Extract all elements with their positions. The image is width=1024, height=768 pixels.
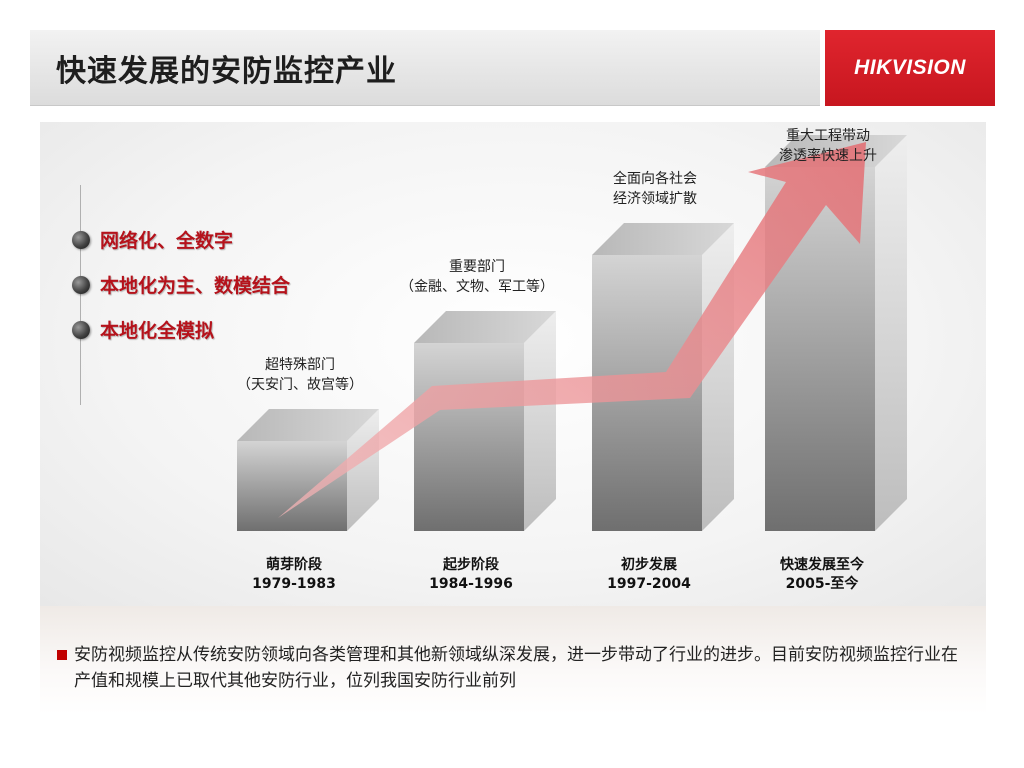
bullet-dot-icon: [72, 230, 90, 249]
category-period-label: 1997-2004: [607, 576, 691, 592]
category-label: 萌芽阶段: [266, 556, 322, 573]
bullet-item: 本地化全模拟: [72, 316, 214, 343]
bar-annotation: 重要部门: [449, 259, 505, 275]
bar-annotation: 全面向各社会: [613, 170, 697, 187]
bar-annotation: 重大工程带动: [786, 128, 870, 144]
bar-top-face: [237, 409, 379, 441]
brand-logo: HIKVISION: [825, 30, 995, 106]
bar-side-face: [875, 135, 907, 531]
bar-side-face: [524, 311, 556, 531]
note-text: 安防视频监控从传统安防领域向各类管理和其他新领域纵深发展，进一步带动了行业的进步…: [74, 645, 958, 691]
category-label: 初步发展: [621, 556, 677, 573]
page-title: 快速发展的安防监控产业: [56, 54, 397, 89]
bar: [237, 409, 379, 531]
category-label: 起步阶段: [442, 556, 499, 573]
bar-annotation: （天安门、故宫等）: [237, 376, 363, 393]
category-label: 快速发展至今: [780, 556, 864, 573]
category-period-label: 1979-1983: [252, 576, 336, 592]
bullet-text: 网络化、全数字: [100, 230, 234, 252]
bar-annotation: （金融、文物、军工等）: [400, 278, 554, 295]
note-bullet-icon: [57, 650, 67, 660]
logo-text: HIKVISION: [854, 56, 966, 79]
bullet-item: 本地化为主、数模结合: [72, 271, 290, 298]
bar-side-face: [702, 223, 734, 531]
bar-top-face: [414, 311, 556, 343]
bar-annotation: 超特殊部门: [265, 357, 335, 373]
trend-arrow-icon: [278, 142, 866, 518]
category-period-label: 1984-1996: [429, 576, 513, 592]
bullet-item: 网络化、全数字: [72, 226, 233, 253]
bar: [414, 311, 556, 531]
bar-annotation: 经济领域扩散: [613, 191, 697, 207]
note-panel: [40, 606, 986, 714]
bullet-dot-icon: [72, 320, 90, 339]
bullet-dot-icon: [72, 275, 90, 294]
category-period-label: 2005-至今: [786, 575, 859, 592]
bar-annotation: 渗透率快速上升: [779, 147, 877, 164]
bullet-divider-line: [80, 185, 81, 405]
bullet-text: 本地化全模拟: [100, 320, 215, 342]
bar-front-face: [414, 343, 524, 531]
bullet-text: 本地化为主、数模结合: [100, 275, 291, 297]
title-bar: 快速发展的安防监控产业: [30, 30, 820, 106]
bar-top-face: [592, 223, 734, 255]
bar-front-face: [237, 441, 347, 531]
